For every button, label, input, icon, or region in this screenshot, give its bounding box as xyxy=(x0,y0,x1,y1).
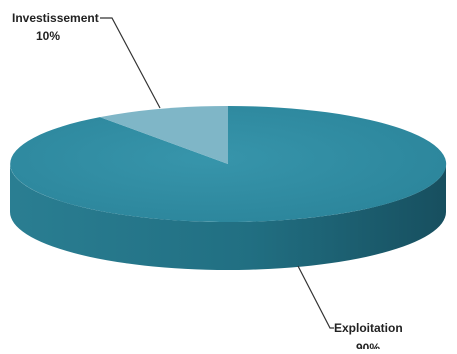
leader-line-exploitation xyxy=(297,265,334,329)
data-label-investissement-value: 10% xyxy=(36,29,60,43)
data-label-investissement-name: Investissement xyxy=(12,11,99,25)
pie-slice-investissement xyxy=(99,106,229,164)
pie-slice-exploitation xyxy=(10,105,447,222)
data-label-exploitation-name: Exploitation xyxy=(334,321,403,335)
pie-side-wall xyxy=(10,164,446,270)
leader-line-investissement xyxy=(100,17,161,109)
data-label-exploitation-value: 90% xyxy=(356,341,380,349)
